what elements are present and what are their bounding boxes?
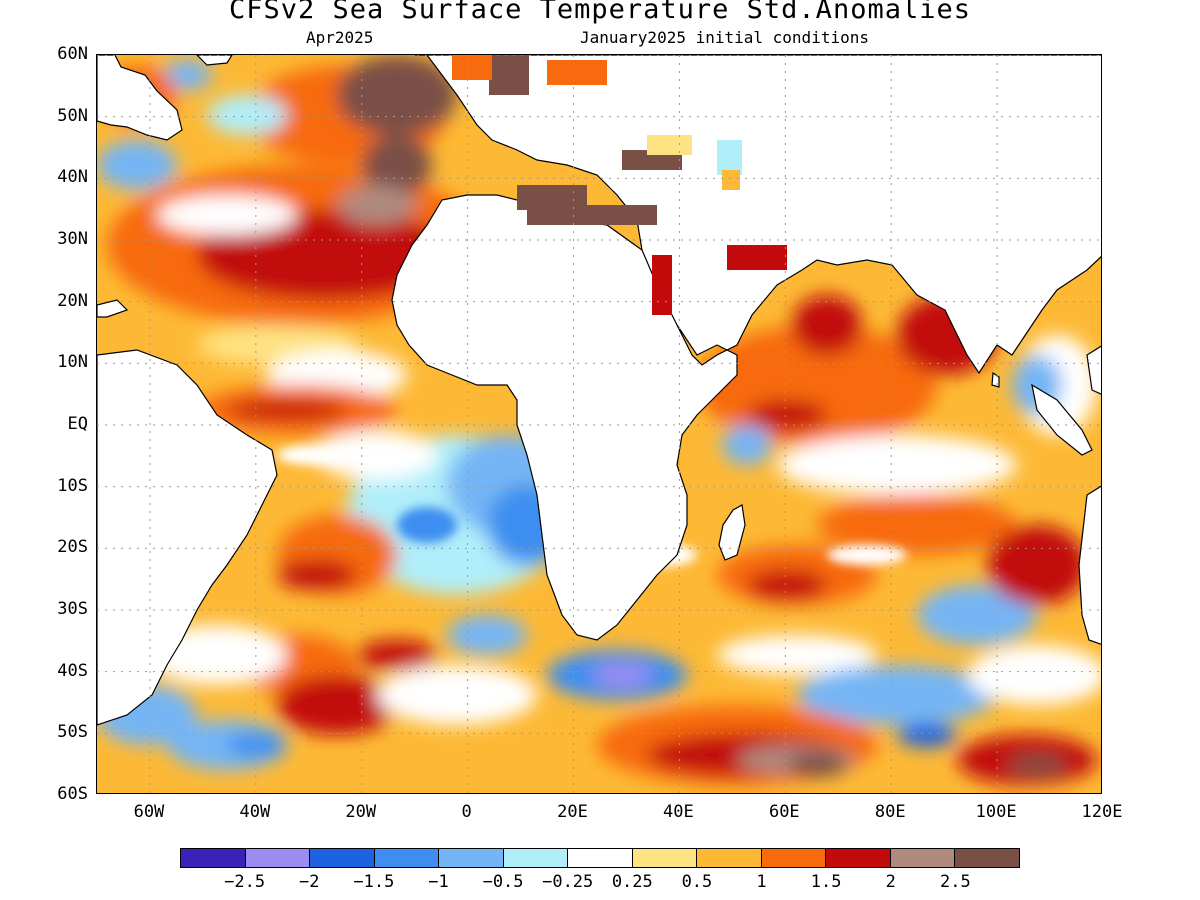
anomaly-field — [97, 55, 1101, 785]
lat-label: 30S — [57, 599, 88, 619]
map-canvas — [97, 55, 1101, 793]
legend-label: 0.5 — [681, 872, 713, 892]
land-masses — [97, 55, 1101, 726]
lat-label: 40S — [57, 660, 88, 681]
lat-label: EQ — [67, 414, 88, 434]
lon-label: 40E — [663, 802, 694, 822]
legend-label: 1.5 — [810, 872, 842, 892]
lat-label: 50N — [57, 105, 88, 126]
legend-label: 2 — [885, 872, 896, 892]
legend-swatch — [697, 849, 762, 867]
legend-label: −0.25 — [542, 872, 594, 892]
lat-label: 60S — [57, 784, 88, 804]
legend-swatch — [439, 849, 504, 867]
legend-swatch — [890, 849, 956, 867]
lon-label: 120E — [1081, 802, 1123, 822]
lat-label: 10N — [57, 352, 88, 373]
lon-label: 80E — [874, 802, 906, 822]
legend-swatch — [826, 849, 891, 867]
lon-label: 60W — [133, 802, 165, 822]
legend-label: −1.5 — [353, 872, 395, 892]
lon-label: 0 — [461, 802, 472, 822]
initial-conditions-label: January2025 initial conditions — [580, 28, 869, 47]
legend-swatch — [955, 849, 1019, 867]
legend-swatch — [181, 849, 246, 867]
lat-label: 50S — [57, 722, 88, 743]
legend-swatch — [310, 849, 375, 867]
legend-swatch — [374, 849, 440, 867]
lon-label: 20W — [345, 802, 377, 822]
lon-label: 60E — [768, 802, 800, 822]
lon-label: 20E — [557, 802, 588, 822]
lon-label: 100E — [975, 802, 1017, 822]
valid-month-label: Apr2025 — [306, 28, 374, 47]
lat-label: 10S — [57, 475, 88, 496]
inland-seas — [452, 55, 787, 315]
legend-swatch — [503, 849, 569, 867]
lat-label: 30N — [57, 229, 88, 249]
lon-label: 40W — [239, 802, 271, 822]
lat-label: 20N — [57, 290, 88, 311]
legend-label: 1 — [756, 872, 767, 892]
lat-label: 20S — [57, 537, 88, 558]
legend-swatch — [568, 849, 633, 867]
legend-swatch — [632, 849, 698, 867]
color-legend — [180, 848, 1020, 868]
legend-label: −2 — [298, 872, 320, 892]
legend-label: −1 — [428, 872, 449, 892]
legend-label: 2.5 — [940, 872, 971, 892]
sst-anomaly-map — [96, 54, 1102, 794]
lat-label: 40N — [57, 167, 88, 188]
legend-swatch — [245, 849, 311, 867]
lat-label: 60N — [57, 44, 88, 64]
legend-label: 0.25 — [611, 872, 653, 892]
chart-title: CFSv2 Sea Surface Temperature Std.Anomal… — [229, 0, 971, 25]
graticule — [97, 55, 1101, 793]
legend-swatch — [761, 849, 827, 867]
legend-label: −2.5 — [224, 872, 266, 892]
legend-label: −0.5 — [482, 872, 524, 892]
